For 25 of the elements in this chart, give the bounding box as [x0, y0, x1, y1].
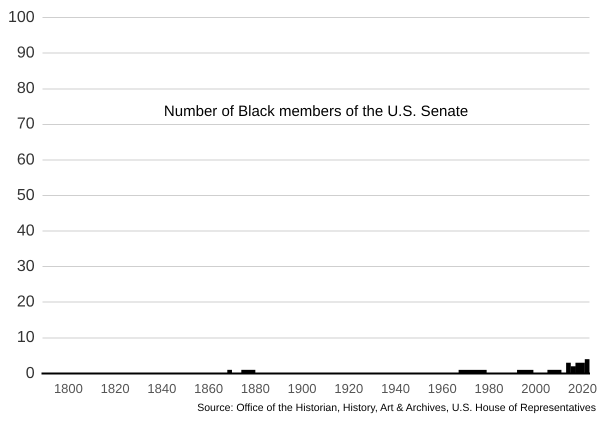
y-tick-label: 80: [16, 80, 35, 98]
y-tick-label: 0: [26, 364, 35, 382]
y-tick-label: 30: [16, 258, 35, 276]
y-tick-label: 20: [16, 294, 35, 311]
y-tick-label: 50: [16, 186, 35, 204]
y-tick-label: 10: [16, 329, 35, 346]
x-tick-label: 1940: [381, 380, 410, 396]
y-tick-label: 60: [16, 151, 35, 168]
x-tick-label: 1900: [288, 380, 317, 396]
x-tick-label: 1860: [194, 380, 224, 396]
x-tick-label: 2000: [521, 380, 550, 396]
source-note: Source: Office of the Historian, History, Art & Archives, U.S. House of Representatives: [196, 402, 596, 414]
x-tick-label: 1920: [334, 380, 364, 396]
x-tick-label: 2020: [568, 380, 597, 396]
x-tick-label: 1880: [240, 380, 270, 396]
x-tick-label: 1960: [428, 380, 457, 396]
text: Number of Black members of the U.S. Senate: [164, 103, 468, 120]
y-tick-label: 40: [16, 222, 35, 240]
y-tick-label: 100: [8, 9, 35, 26]
y-tick-label: 90: [16, 44, 35, 62]
x-tick-label: 1800: [54, 380, 83, 396]
x-tick-label: 1840: [147, 380, 176, 396]
y-tick-label: 70: [16, 116, 35, 133]
x-tick-label: 1820: [100, 380, 130, 396]
x-tick-label: 1980: [474, 380, 504, 396]
